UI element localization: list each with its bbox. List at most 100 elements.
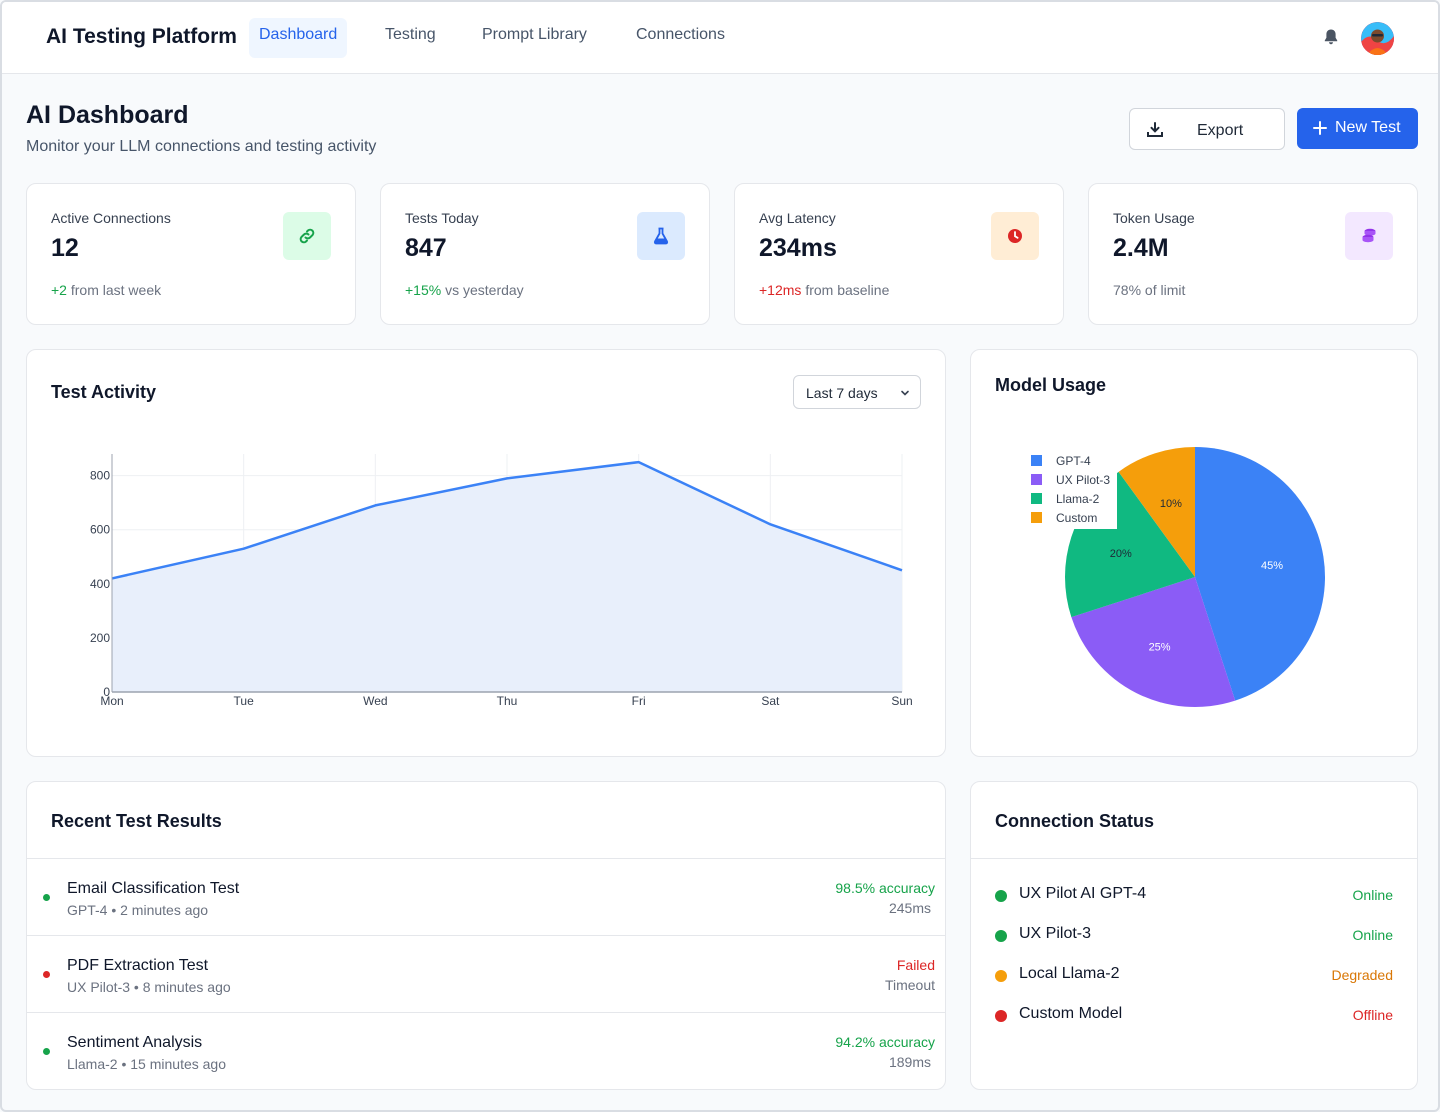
stat-value: 12 <box>51 234 79 262</box>
recent-results-title: Recent Test Results <box>51 811 222 831</box>
x-tick-label: Mon <box>100 694 123 708</box>
test-result: 94.2% accuracy <box>835 1034 935 1050</box>
stat-delta: +2 <box>51 282 67 298</box>
status-dot <box>43 894 50 901</box>
stat-delta: +15% <box>405 282 442 298</box>
connection-status: Degraded <box>1331 967 1394 983</box>
test-activity-card: Test Activity Last 7 days 0 200 400 600 800 M… <box>26 349 946 757</box>
connection-name: UX Pilot-3 <box>1019 925 1092 942</box>
bell-icon[interactable] <box>1321 27 1341 47</box>
legend-swatch <box>1031 455 1042 466</box>
nav-tab-connections[interactable]: Connections <box>636 26 725 43</box>
x-tick-label: Sun <box>891 694 912 708</box>
connection-status-title: Connection Status <box>995 811 1155 831</box>
stat-label: Avg Latency <box>759 210 836 226</box>
test-detail: 245ms <box>888 900 931 916</box>
legend-label: Llama-2 <box>1056 492 1100 506</box>
connection-item[interactable]: Custom Model Offline <box>995 1003 1395 1027</box>
model-usage-chart: 45% 25% 20% 10% GPT-4 UX Pilot-3 Llama-2 Custom <box>1025 447 1326 707</box>
new-test-label: New Test <box>1335 119 1401 136</box>
top-nav: AI Testing Platform Dashboard Testing Pr… <box>2 2 1438 74</box>
stat-delta-note: vs yesterday <box>445 282 524 298</box>
flask-icon <box>637 212 685 260</box>
legend-label: UX Pilot-3 <box>1056 473 1110 487</box>
nav-tab-prompt-library[interactable]: Prompt Library <box>482 26 587 43</box>
divider <box>971 858 1417 859</box>
export-button[interactable]: Export <box>1129 108 1285 150</box>
export-label: Export <box>1197 122 1244 139</box>
test-result: 98.5% accuracy <box>835 880 935 896</box>
stat-card-avg-latency: Avg Latency 234ms +12ms from baseline <box>734 183 1064 325</box>
nav-tab-dashboard[interactable]: Dashboard <box>249 18 348 58</box>
stat-value: 2.4M <box>1113 234 1169 262</box>
test-name: Email Classification Test <box>67 880 240 897</box>
pie-value-label: 10% <box>1160 498 1182 510</box>
connection-item[interactable]: UX Pilot-3 Online <box>995 923 1395 947</box>
divider <box>27 858 945 859</box>
page-title: AI Dashboard <box>26 101 189 129</box>
avatar[interactable] <box>1361 22 1394 55</box>
link-icon <box>283 212 331 260</box>
legend-label: Custom <box>1056 511 1097 525</box>
x-tick-label: Fri <box>632 694 646 708</box>
legend-label: GPT-4 <box>1056 454 1091 468</box>
status-dot <box>995 890 1007 902</box>
stat-label: Active Connections <box>51 210 171 226</box>
stat-card-tests-today: Tests Today 847 +15% vs yesterday <box>380 183 710 325</box>
connection-name: Local Llama-2 <box>1019 965 1120 982</box>
connection-status-card: Connection Status UX Pilot AI GPT-4 Onli… <box>970 781 1418 1090</box>
connection-item[interactable]: Local Llama-2 Degraded <box>995 963 1395 987</box>
test-meta: GPT-4 • 2 minutes ago <box>67 902 209 918</box>
stat-value: 234ms <box>759 234 837 262</box>
y-tick-label: 200 <box>90 631 110 645</box>
connection-status: Offline <box>1352 1007 1393 1023</box>
page-subtitle: Monitor your LLM connections and testing… <box>26 138 377 155</box>
model-usage-card: Model Usage 45% 25% 20% 10% GPT-4 UX Pilot-3 L… <box>970 349 1418 757</box>
pie-slice <box>1071 577 1236 707</box>
nav-tab-testing[interactable]: Testing <box>385 26 436 43</box>
table-row[interactable]: Email Classification Test GPT-4 • 2 minu… <box>27 859 945 935</box>
table-row[interactable]: Sentiment Analysis Llama-2 • 15 minutes … <box>27 1013 945 1089</box>
legend-swatch <box>1031 474 1042 485</box>
stat-card-active-connections: Active Connections 12 +2 from last week <box>26 183 356 325</box>
y-tick-label: 600 <box>90 523 110 537</box>
test-meta: UX Pilot-3 • 8 minutes ago <box>67 979 231 995</box>
connection-status: Online <box>1352 927 1393 943</box>
connection-name: Custom Model <box>1019 1005 1123 1022</box>
chevron-down-icon <box>901 390 909 396</box>
divider <box>27 935 945 936</box>
y-tick-label: 800 <box>90 469 110 483</box>
model-usage-title: Model Usage <box>995 375 1107 395</box>
test-meta: Llama-2 • 15 minutes ago <box>67 1056 226 1072</box>
stat-value: 847 <box>405 234 447 262</box>
legend-swatch <box>1031 512 1042 523</box>
connection-status: Online <box>1352 887 1393 903</box>
stat-footnote: 78% of limit <box>1113 282 1186 298</box>
range-select-value: Last 7 days <box>806 385 878 401</box>
y-tick-label: 400 <box>90 577 110 591</box>
plus-icon <box>1313 121 1327 135</box>
recent-results-card: Recent Test Results Email Classification… <box>26 781 946 1090</box>
status-dot <box>995 930 1007 942</box>
connection-name: UX Pilot AI GPT-4 <box>1019 885 1147 902</box>
status-dot <box>995 970 1007 982</box>
pie-value-label: 45% <box>1261 560 1283 572</box>
brand-title: AI Testing Platform <box>46 25 237 48</box>
stat-footnote: +2 from last week <box>51 282 161 298</box>
stat-delta-note: from baseline <box>805 282 890 298</box>
test-name: PDF Extraction Test <box>67 957 209 974</box>
test-detail: Timeout <box>884 977 935 993</box>
new-test-button[interactable]: New Test <box>1297 108 1418 149</box>
range-select[interactable]: Last 7 days <box>793 375 921 409</box>
table-row[interactable]: PDF Extraction Test UX Pilot-3 • 8 minut… <box>27 936 945 1012</box>
test-activity-chart: 0 200 400 600 800 Mon Tue Wed Thu Fri Sat Sun <box>90 454 913 708</box>
x-tick-label: Thu <box>497 694 518 708</box>
legend-swatch <box>1031 493 1042 504</box>
download-icon <box>1147 122 1163 137</box>
connection-item[interactable]: UX Pilot AI GPT-4 Online <box>995 883 1395 907</box>
status-dot <box>43 971 50 978</box>
stat-label: Token Usage <box>1113 210 1195 226</box>
series-line <box>111 460 903 580</box>
test-result: Failed <box>896 957 935 973</box>
